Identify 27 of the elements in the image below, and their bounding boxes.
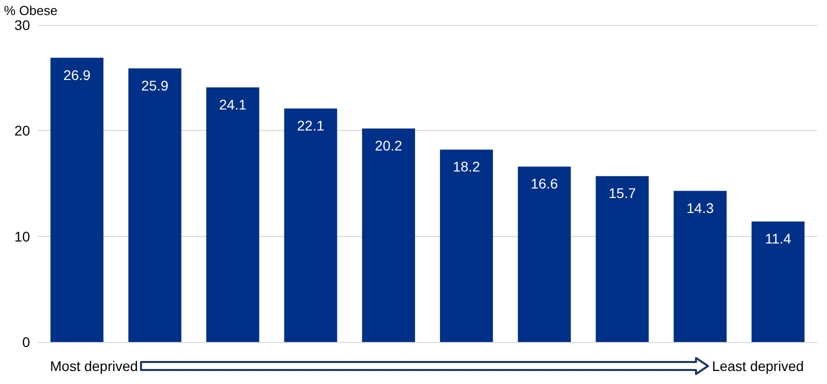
data-label: 16.6 [530,176,558,192]
data-label: 15.7 [608,185,636,202]
bar [440,150,493,342]
y-tick-label: 20 [14,122,30,139]
bar [284,108,338,342]
bar [206,87,260,342]
bar [50,58,104,342]
data-label: 11.4 [764,230,792,247]
bar [518,166,571,342]
data-label: 24.1 [219,96,247,112]
data-label: 25.9 [141,77,169,94]
data-label: 18.2 [452,158,480,175]
data-label: 20.2 [374,138,402,154]
data-label: 22.1 [297,117,324,134]
bar [128,68,182,342]
bar [752,222,805,342]
text: Most deprived [50,358,138,374]
bar [674,190,727,342]
data-label: 14.3 [686,200,714,216]
bar [362,128,416,342]
text: Least deprived [712,358,804,374]
y-tick-label: 10 [14,228,30,244]
y-tick-label: 0 [22,334,30,350]
bar [596,176,649,342]
y-axis-title: % Obese [4,3,58,18]
y-tick-label: 30 [14,17,30,33]
data-label: 26.9 [63,66,91,83]
